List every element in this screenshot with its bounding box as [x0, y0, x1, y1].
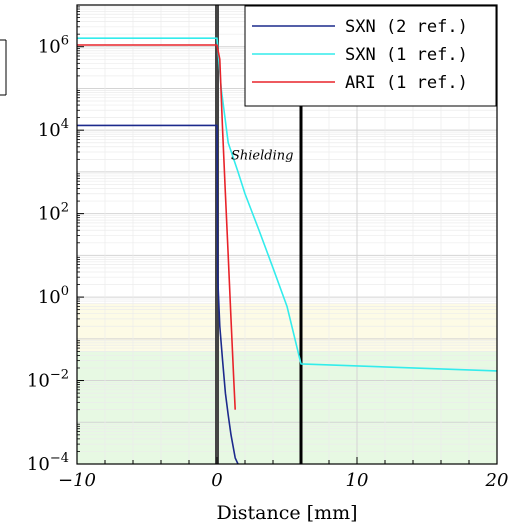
- y-tick-label: 104: [38, 117, 69, 141]
- y-tick-exponent: −2: [50, 368, 69, 383]
- legend-label-2: ARI (1 ref.): [345, 73, 468, 93]
- legend-box: [244, 5, 497, 107]
- band-1: [77, 351, 497, 464]
- clipped-left-panel-frame: [0, 39, 7, 96]
- y-tick-exponent: 2: [61, 201, 69, 216]
- y-tick-label: 10−4: [27, 451, 69, 475]
- y-tick-label: 10−2: [27, 368, 69, 392]
- y-tick-exponent: −4: [50, 451, 69, 466]
- legend-label-0: SXN (2 ref.): [345, 17, 468, 37]
- y-tick-label: 100: [38, 284, 69, 308]
- x-tick-label: −10: [58, 470, 96, 491]
- x-tick-label: 20: [485, 470, 509, 491]
- series-line-0: [77, 124, 239, 465]
- y-tick-base: 10: [27, 454, 50, 475]
- y-tick-base: 10: [38, 37, 61, 58]
- y-tick-exponent: 6: [61, 34, 69, 49]
- annotations: Shielding: [231, 148, 293, 163]
- x-tick-label: 0: [211, 470, 222, 491]
- y-tick-base: 10: [38, 287, 61, 308]
- y-tick-label: 102: [38, 201, 69, 225]
- legend-label-1: SXN (1 ref.): [345, 45, 468, 65]
- y-tick-exponent: 0: [61, 284, 69, 299]
- x-tick-label: 10: [346, 470, 369, 491]
- y-tick-label: 106: [38, 34, 69, 58]
- x-axis-ticks: −10 0 10 20: [58, 457, 508, 491]
- shaded-bands: [77, 303, 497, 464]
- legend: SXN (2 ref.) SXN (1 ref.) ARI (1 ref.): [244, 5, 497, 107]
- series-lines: [77, 37, 498, 465]
- y-tick-base: 10: [38, 204, 61, 225]
- y-tick-exponent: 4: [61, 117, 69, 132]
- x-axis-label: Distance [mm]: [216, 502, 357, 524]
- band-0: [77, 303, 497, 352]
- annotation-shielding: Shielding: [231, 148, 293, 163]
- y-tick-base: 10: [38, 120, 61, 141]
- plot-area-border: [76, 4, 498, 465]
- y-tick-base: 10: [27, 371, 50, 392]
- series-line-2: [77, 44, 236, 410]
